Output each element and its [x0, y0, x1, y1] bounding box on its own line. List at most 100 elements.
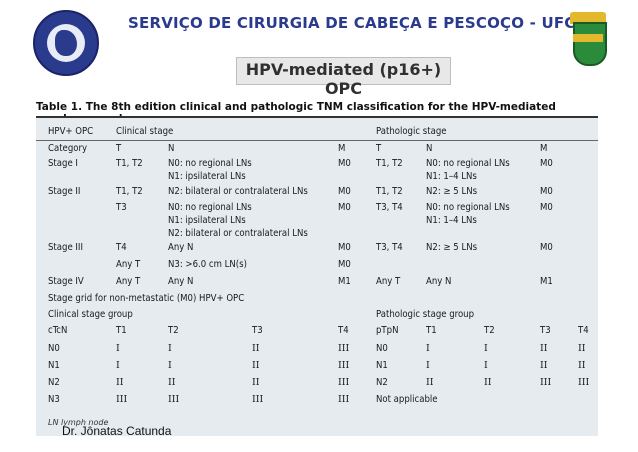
pathologic-grid-cell: II	[484, 377, 492, 388]
clinical-t-value: T1, T2	[116, 186, 143, 197]
clinical-n-value: N1: ipsilateral LNs	[168, 215, 246, 226]
clinical-t-value: T1, T2	[116, 158, 143, 169]
ufc-coat-of-arms-logo	[570, 12, 607, 68]
stage-label: Stage II	[48, 186, 81, 197]
category-t: T	[116, 143, 122, 154]
clinical-n-value: N0: no regional LNs	[168, 158, 252, 169]
pathologic-n-value: N1: 1–4 LNs	[426, 171, 477, 182]
pathologic-t-value: T1, T2	[376, 158, 403, 169]
clinical-grid-cell: III	[168, 394, 180, 405]
clinical-grid-header: T2	[168, 325, 179, 336]
pathologic-grid-cell: I	[426, 360, 430, 371]
stage-grid-title: Stage grid for non-metastatic (M0) HPV+ …	[48, 293, 245, 304]
clinical-grid-cell: N0	[48, 343, 60, 354]
clinical-grid-cell: N2	[48, 377, 60, 388]
pathologic-t-value: T3, T4	[376, 242, 403, 253]
pathologic-n-value: Any N	[426, 276, 452, 287]
pathologic-grid-cell: II	[540, 360, 548, 371]
header-hpv-opc: HPV+ OPC	[48, 126, 94, 137]
clinical-stage-group-label: Clinical stage group	[48, 309, 133, 320]
clinical-n-value: Any N	[168, 276, 194, 287]
category-pt: T	[376, 143, 382, 154]
clinical-n-value: N2: bilateral or contralateral LNs	[168, 228, 308, 239]
clinical-grid-cell: I	[168, 343, 172, 354]
pathologic-n-value: N0: no regional LNs	[426, 158, 510, 169]
pathologic-grid-header: T1	[426, 325, 437, 336]
clinical-t-value: Any T	[116, 259, 141, 270]
slide-subtitle: HPV-mediated (p16+) OPC	[245, 60, 442, 98]
pathologic-grid-cell: II	[540, 343, 548, 354]
pathologic-grid-header: T3	[540, 325, 551, 336]
clinical-grid-header: cTcN	[48, 325, 68, 336]
pathologic-t-value: T3, T4	[376, 202, 403, 213]
header-clinical-stage: Clinical stage	[116, 126, 174, 137]
pathologic-grid-header: T4	[578, 325, 589, 336]
clinical-grid-cell: II	[252, 377, 260, 388]
clinical-grid-header: T1	[116, 325, 127, 336]
pathologic-grid-cell: N0	[376, 343, 388, 354]
clinical-grid-cell: III	[338, 394, 350, 405]
pathologic-stage-group-label: Pathologic stage group	[376, 309, 475, 320]
stage-label: Stage I	[48, 158, 78, 169]
clinical-n-value: N2: bilateral or contralateral LNs	[168, 186, 308, 197]
clinical-grid-cell: II	[252, 343, 260, 354]
clinical-n-value: N1: ipsilateral LNs	[168, 171, 246, 182]
clinical-m-value: M0	[338, 186, 351, 197]
pathologic-grid-cell: II	[578, 360, 586, 371]
clinical-grid-cell: III	[338, 360, 350, 371]
clinical-m-value: M0	[338, 202, 351, 213]
pathologic-t-value: T1, T2	[376, 186, 403, 197]
clinical-grid-cell: II	[252, 360, 260, 371]
clinical-m-value: M0	[338, 259, 351, 270]
pathologic-grid-cell: III	[578, 377, 590, 388]
university-seal-logo	[33, 10, 99, 76]
pathologic-grid-header: T2	[484, 325, 495, 336]
clinical-grid-cell: III	[338, 343, 350, 354]
pathologic-n-value: N0: no regional LNs	[426, 202, 510, 213]
header-pathologic-stage: Pathologic stage	[376, 126, 447, 137]
pathologic-n-value: N1: 1–4 LNs	[426, 215, 477, 226]
clinical-grid-header: T3	[252, 325, 263, 336]
table-footnote: LN lymph node	[48, 418, 109, 427]
clinical-t-value: Any T	[116, 276, 141, 287]
pathologic-m-value: M0	[540, 158, 553, 169]
author-credit: Dr. Jônatas Catunda	[62, 424, 172, 438]
pathologic-grid-cell: I	[484, 343, 488, 354]
pathologic-grid-cell: N2	[376, 377, 388, 388]
pathologic-grid-cell: I	[484, 360, 488, 371]
pathologic-grid-header: pTpN	[376, 325, 399, 336]
clinical-t-value: T4	[116, 242, 127, 253]
clinical-grid-header: T4	[338, 325, 349, 336]
clinical-n-value: N0: no regional LNs	[168, 202, 252, 213]
clinical-grid-cell: III	[116, 394, 128, 405]
pathologic-m-value: M0	[540, 186, 553, 197]
pathologic-m-value: M0	[540, 202, 553, 213]
stage-label: Stage IV	[48, 276, 84, 287]
pathologic-grid-cell: Not applicable	[376, 394, 438, 405]
clinical-n-value: Any N	[168, 242, 194, 253]
clinical-t-value: T3	[116, 202, 127, 213]
category-pm: M	[540, 143, 548, 154]
category-label: Category	[48, 143, 88, 154]
page-header-title: SERVIÇO DE CIRURGIA DE CABEÇA E PESCOÇO …	[128, 14, 576, 32]
pathologic-m-value: M0	[540, 242, 553, 253]
clinical-grid-cell: N3	[48, 394, 60, 405]
clinical-grid-cell: II	[116, 377, 124, 388]
pathologic-grid-cell: II	[578, 343, 586, 354]
clinical-grid-cell: I	[116, 343, 120, 354]
clinical-n-value: N3: >6.0 cm LN(s)	[168, 259, 247, 270]
pathologic-grid-cell: I	[426, 343, 430, 354]
clinical-m-value: M1	[338, 276, 351, 287]
clinical-grid-cell: III	[252, 394, 264, 405]
stage-label: Stage III	[48, 242, 83, 253]
clinical-grid-cell: I	[116, 360, 120, 371]
slide-subtitle-box: HPV-mediated (p16+) OPC	[236, 57, 451, 98]
clinical-grid-cell: I	[168, 360, 172, 371]
pathologic-n-value: N2: ≥ 5 LNs	[426, 186, 478, 197]
category-pn: N	[426, 143, 433, 154]
pathologic-grid-cell: N1	[376, 360, 388, 371]
pathologic-grid-cell: II	[426, 377, 434, 388]
pathologic-n-value: N2: ≥ 5 LNs	[426, 242, 478, 253]
clinical-m-value: M0	[338, 158, 351, 169]
clinical-grid-cell: N1	[48, 360, 60, 371]
